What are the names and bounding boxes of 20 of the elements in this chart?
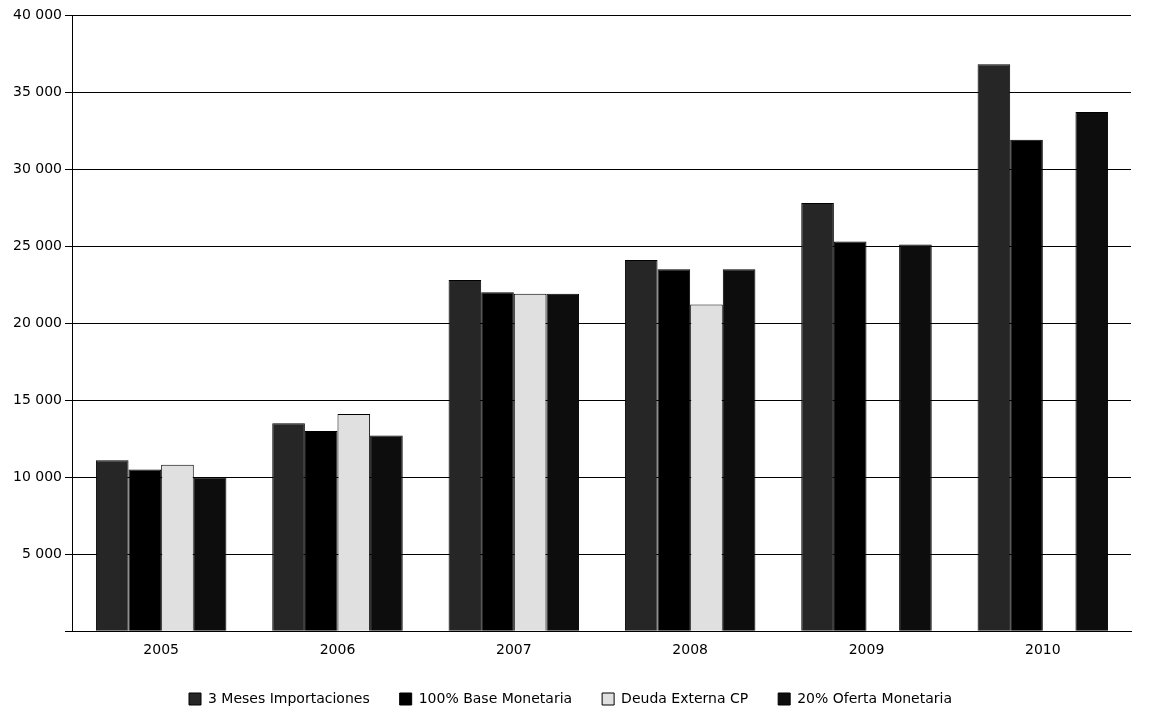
- x-tick-label: 2006: [319, 641, 356, 658]
- legend-label: 20% Oferta Monetaria: [797, 689, 952, 706]
- y-tick-label: 15 000: [12, 390, 62, 407]
- x-tick-label: 2005: [143, 641, 179, 658]
- y-tick-label: 10 000: [12, 467, 62, 484]
- y-tick-label: 35 000: [12, 82, 62, 99]
- y-tick-label: 25 000: [12, 236, 62, 253]
- legend-label: 3 Meses Importaciones: [208, 689, 370, 706]
- bar: [128, 469, 162, 631]
- x-tick-label: 2010: [1025, 641, 1061, 658]
- x-tick-label: 2009: [848, 641, 885, 658]
- legend-label: Deuda Externa CP: [621, 689, 749, 706]
- y-tick-label: 40 000: [12, 5, 62, 22]
- bar: [304, 430, 338, 631]
- legend-label: 100% Base Monetaria: [418, 689, 573, 706]
- x-tick-label: 2007: [496, 641, 532, 658]
- y-tick-label: 5 000: [21, 544, 62, 561]
- y-tick-label: 20 000: [12, 313, 62, 330]
- x-tick-label: 2008: [672, 641, 708, 658]
- y-tick-label: 30 000: [12, 159, 62, 176]
